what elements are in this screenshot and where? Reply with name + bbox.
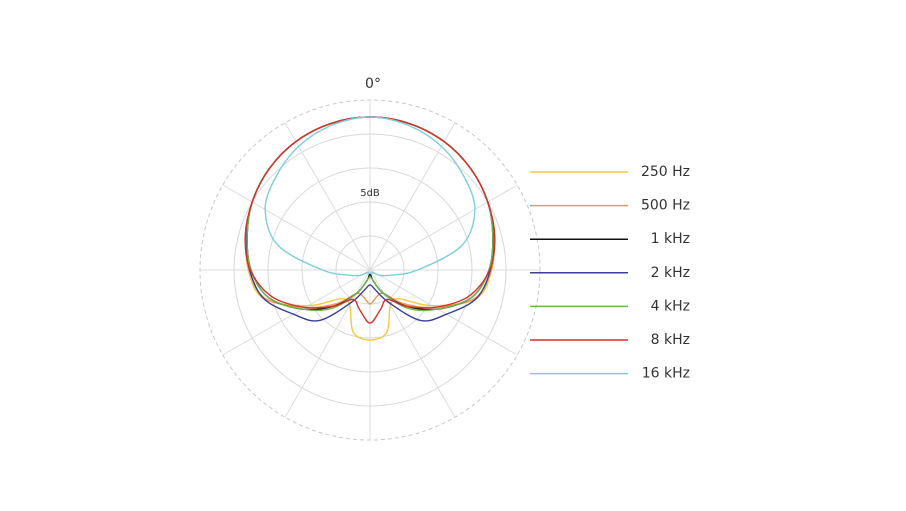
series-curve (264, 116, 476, 277)
grid-spoke (222, 184, 371, 271)
legend-label: 8 kHz (651, 332, 690, 348)
legend-label: 16 kHz (642, 366, 690, 382)
grid-spoke (222, 269, 371, 356)
grid-spoke (284, 122, 371, 271)
grid-spoke (369, 184, 518, 271)
grid-spoke (369, 269, 518, 356)
theta-label: 0° (365, 76, 381, 92)
grid-spoke (369, 122, 456, 271)
legend-label: 250 Hz (641, 164, 690, 180)
legend-label: 500 Hz (641, 198, 690, 214)
legend-label: 1 kHz (651, 231, 690, 247)
legend-label: 2 kHz (651, 265, 690, 281)
radial-label: 5dB (360, 188, 380, 199)
legend-label: 4 kHz (651, 298, 690, 314)
series-curve (244, 116, 496, 324)
